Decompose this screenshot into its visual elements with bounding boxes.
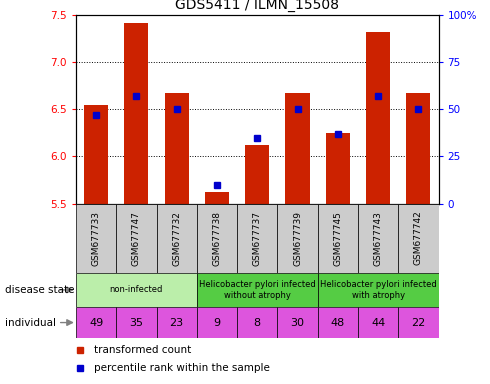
Text: 22: 22 bbox=[411, 318, 425, 328]
Bar bbox=[156, 204, 197, 273]
Text: Helicobacter pylori infected
without atrophy: Helicobacter pylori infected without atr… bbox=[199, 280, 316, 300]
Text: GSM677743: GSM677743 bbox=[373, 211, 383, 265]
Text: 23: 23 bbox=[170, 318, 184, 328]
Bar bbox=[358, 204, 398, 273]
Bar bbox=[277, 204, 318, 273]
Bar bbox=[76, 204, 116, 273]
Text: individual: individual bbox=[5, 318, 56, 328]
Bar bbox=[237, 307, 277, 338]
Bar bbox=[76, 273, 197, 307]
Bar bbox=[318, 273, 439, 307]
Bar bbox=[398, 204, 439, 273]
Title: GDS5411 / ILMN_15508: GDS5411 / ILMN_15508 bbox=[175, 0, 339, 12]
Bar bbox=[116, 204, 156, 273]
Bar bbox=[205, 192, 229, 204]
Text: 48: 48 bbox=[331, 318, 345, 328]
Text: GSM677737: GSM677737 bbox=[253, 210, 262, 266]
Text: GSM677739: GSM677739 bbox=[293, 210, 302, 266]
Text: GSM677742: GSM677742 bbox=[414, 211, 423, 265]
Text: GSM677745: GSM677745 bbox=[333, 211, 343, 265]
Bar bbox=[318, 204, 358, 273]
Text: GSM677732: GSM677732 bbox=[172, 211, 181, 265]
Bar bbox=[398, 307, 439, 338]
Bar bbox=[124, 23, 148, 204]
Bar bbox=[84, 105, 108, 204]
Text: 30: 30 bbox=[291, 318, 305, 328]
Text: 35: 35 bbox=[129, 318, 144, 328]
Text: 8: 8 bbox=[254, 318, 261, 328]
Text: GSM677733: GSM677733 bbox=[92, 210, 100, 266]
Bar bbox=[116, 307, 156, 338]
Text: transformed count: transformed count bbox=[94, 345, 191, 356]
Text: 49: 49 bbox=[89, 318, 103, 328]
Text: Helicobacter pylori infected
with atrophy: Helicobacter pylori infected with atroph… bbox=[320, 280, 437, 300]
Bar bbox=[366, 32, 390, 204]
Bar bbox=[165, 93, 189, 204]
Bar bbox=[358, 307, 398, 338]
Bar bbox=[197, 307, 237, 338]
Bar bbox=[326, 133, 350, 204]
Bar bbox=[197, 273, 318, 307]
Text: GSM677747: GSM677747 bbox=[132, 211, 141, 265]
Text: 9: 9 bbox=[214, 318, 220, 328]
Bar bbox=[406, 93, 431, 204]
Bar bbox=[245, 145, 270, 204]
Text: non-infected: non-infected bbox=[110, 285, 163, 295]
Bar bbox=[197, 204, 237, 273]
Bar bbox=[156, 307, 197, 338]
Text: GSM677738: GSM677738 bbox=[213, 210, 221, 266]
Bar bbox=[76, 307, 116, 338]
Bar bbox=[286, 93, 310, 204]
Text: disease state: disease state bbox=[5, 285, 74, 295]
Bar bbox=[318, 307, 358, 338]
Text: 44: 44 bbox=[371, 318, 385, 328]
Bar bbox=[277, 307, 318, 338]
Bar bbox=[237, 204, 277, 273]
Text: percentile rank within the sample: percentile rank within the sample bbox=[94, 362, 270, 373]
